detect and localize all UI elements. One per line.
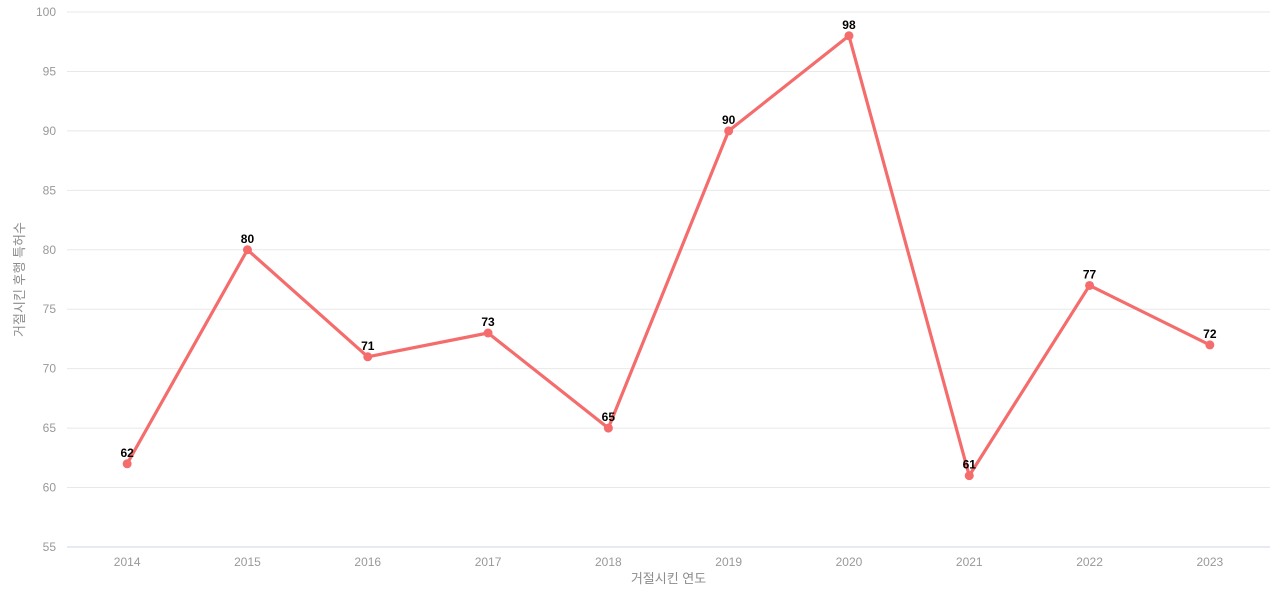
series-group	[122, 31, 1215, 481]
y-tick-label-95: 95	[43, 64, 57, 78]
x-tick-label-2018: 2018	[595, 555, 622, 569]
data-label-2023: 72	[1203, 327, 1217, 341]
x-axis-title: 거절시킨 연도	[631, 571, 706, 586]
y-tick-label-55: 55	[43, 540, 57, 554]
x-tick-label-2019: 2019	[715, 555, 742, 569]
data-point-2017[interactable]	[483, 328, 493, 338]
x-tick-label-2021: 2021	[956, 555, 983, 569]
data-point-2015[interactable]	[242, 245, 252, 255]
x-tick-label-2023: 2023	[1196, 555, 1223, 569]
data-label-2015: 80	[241, 232, 255, 246]
data-label-2021: 61	[963, 458, 977, 472]
data-label-2020: 98	[842, 18, 856, 32]
data-label-2014: 62	[120, 446, 134, 460]
data-point-2021[interactable]	[964, 471, 974, 481]
x-tick-label-2016: 2016	[354, 555, 381, 569]
data-point-2018[interactable]	[603, 423, 613, 433]
data-labels-group: 62 80 71 73 65 90 98 61 77 72	[120, 18, 1216, 472]
x-axis-ticks-group: 2014 2015 2016 2017 2018 2019 2020 2021 2022 2023	[114, 555, 1224, 569]
y-tick-label-70: 70	[43, 362, 57, 376]
data-label-2019: 90	[722, 113, 736, 127]
x-tick-label-2015: 2015	[234, 555, 261, 569]
data-label-2022: 77	[1083, 267, 1097, 281]
y-tick-label-60: 60	[43, 481, 57, 495]
data-label-2018: 65	[602, 410, 616, 424]
y-axis-title: 거절시킨 후행 특허수	[12, 222, 27, 337]
data-point-2020[interactable]	[844, 31, 854, 41]
y-tick-label-90: 90	[43, 124, 57, 138]
data-point-2016[interactable]	[363, 352, 373, 362]
x-tick-label-2022: 2022	[1076, 555, 1103, 569]
data-point-2022[interactable]	[1085, 280, 1095, 290]
gridlines-group	[67, 11, 1270, 548]
y-tick-label-75: 75	[43, 302, 57, 316]
x-tick-label-2014: 2014	[114, 555, 141, 569]
y-tick-label-65: 65	[43, 421, 57, 435]
y-axis-ticks-group: 55 60 65 70 75 80 85 90 95 100	[36, 5, 56, 554]
y-tick-label-80: 80	[43, 243, 57, 257]
data-point-2023[interactable]	[1205, 340, 1215, 350]
y-tick-label-100: 100	[36, 5, 56, 19]
x-tick-label-2017: 2017	[475, 555, 502, 569]
data-label-2016: 71	[361, 339, 375, 353]
data-point-2014[interactable]	[122, 459, 132, 469]
series-line	[125, 34, 1212, 478]
y-tick-label-85: 85	[43, 183, 57, 197]
data-point-2019[interactable]	[724, 126, 734, 136]
x-tick-label-2020: 2020	[836, 555, 863, 569]
data-label-2017: 73	[481, 315, 495, 329]
